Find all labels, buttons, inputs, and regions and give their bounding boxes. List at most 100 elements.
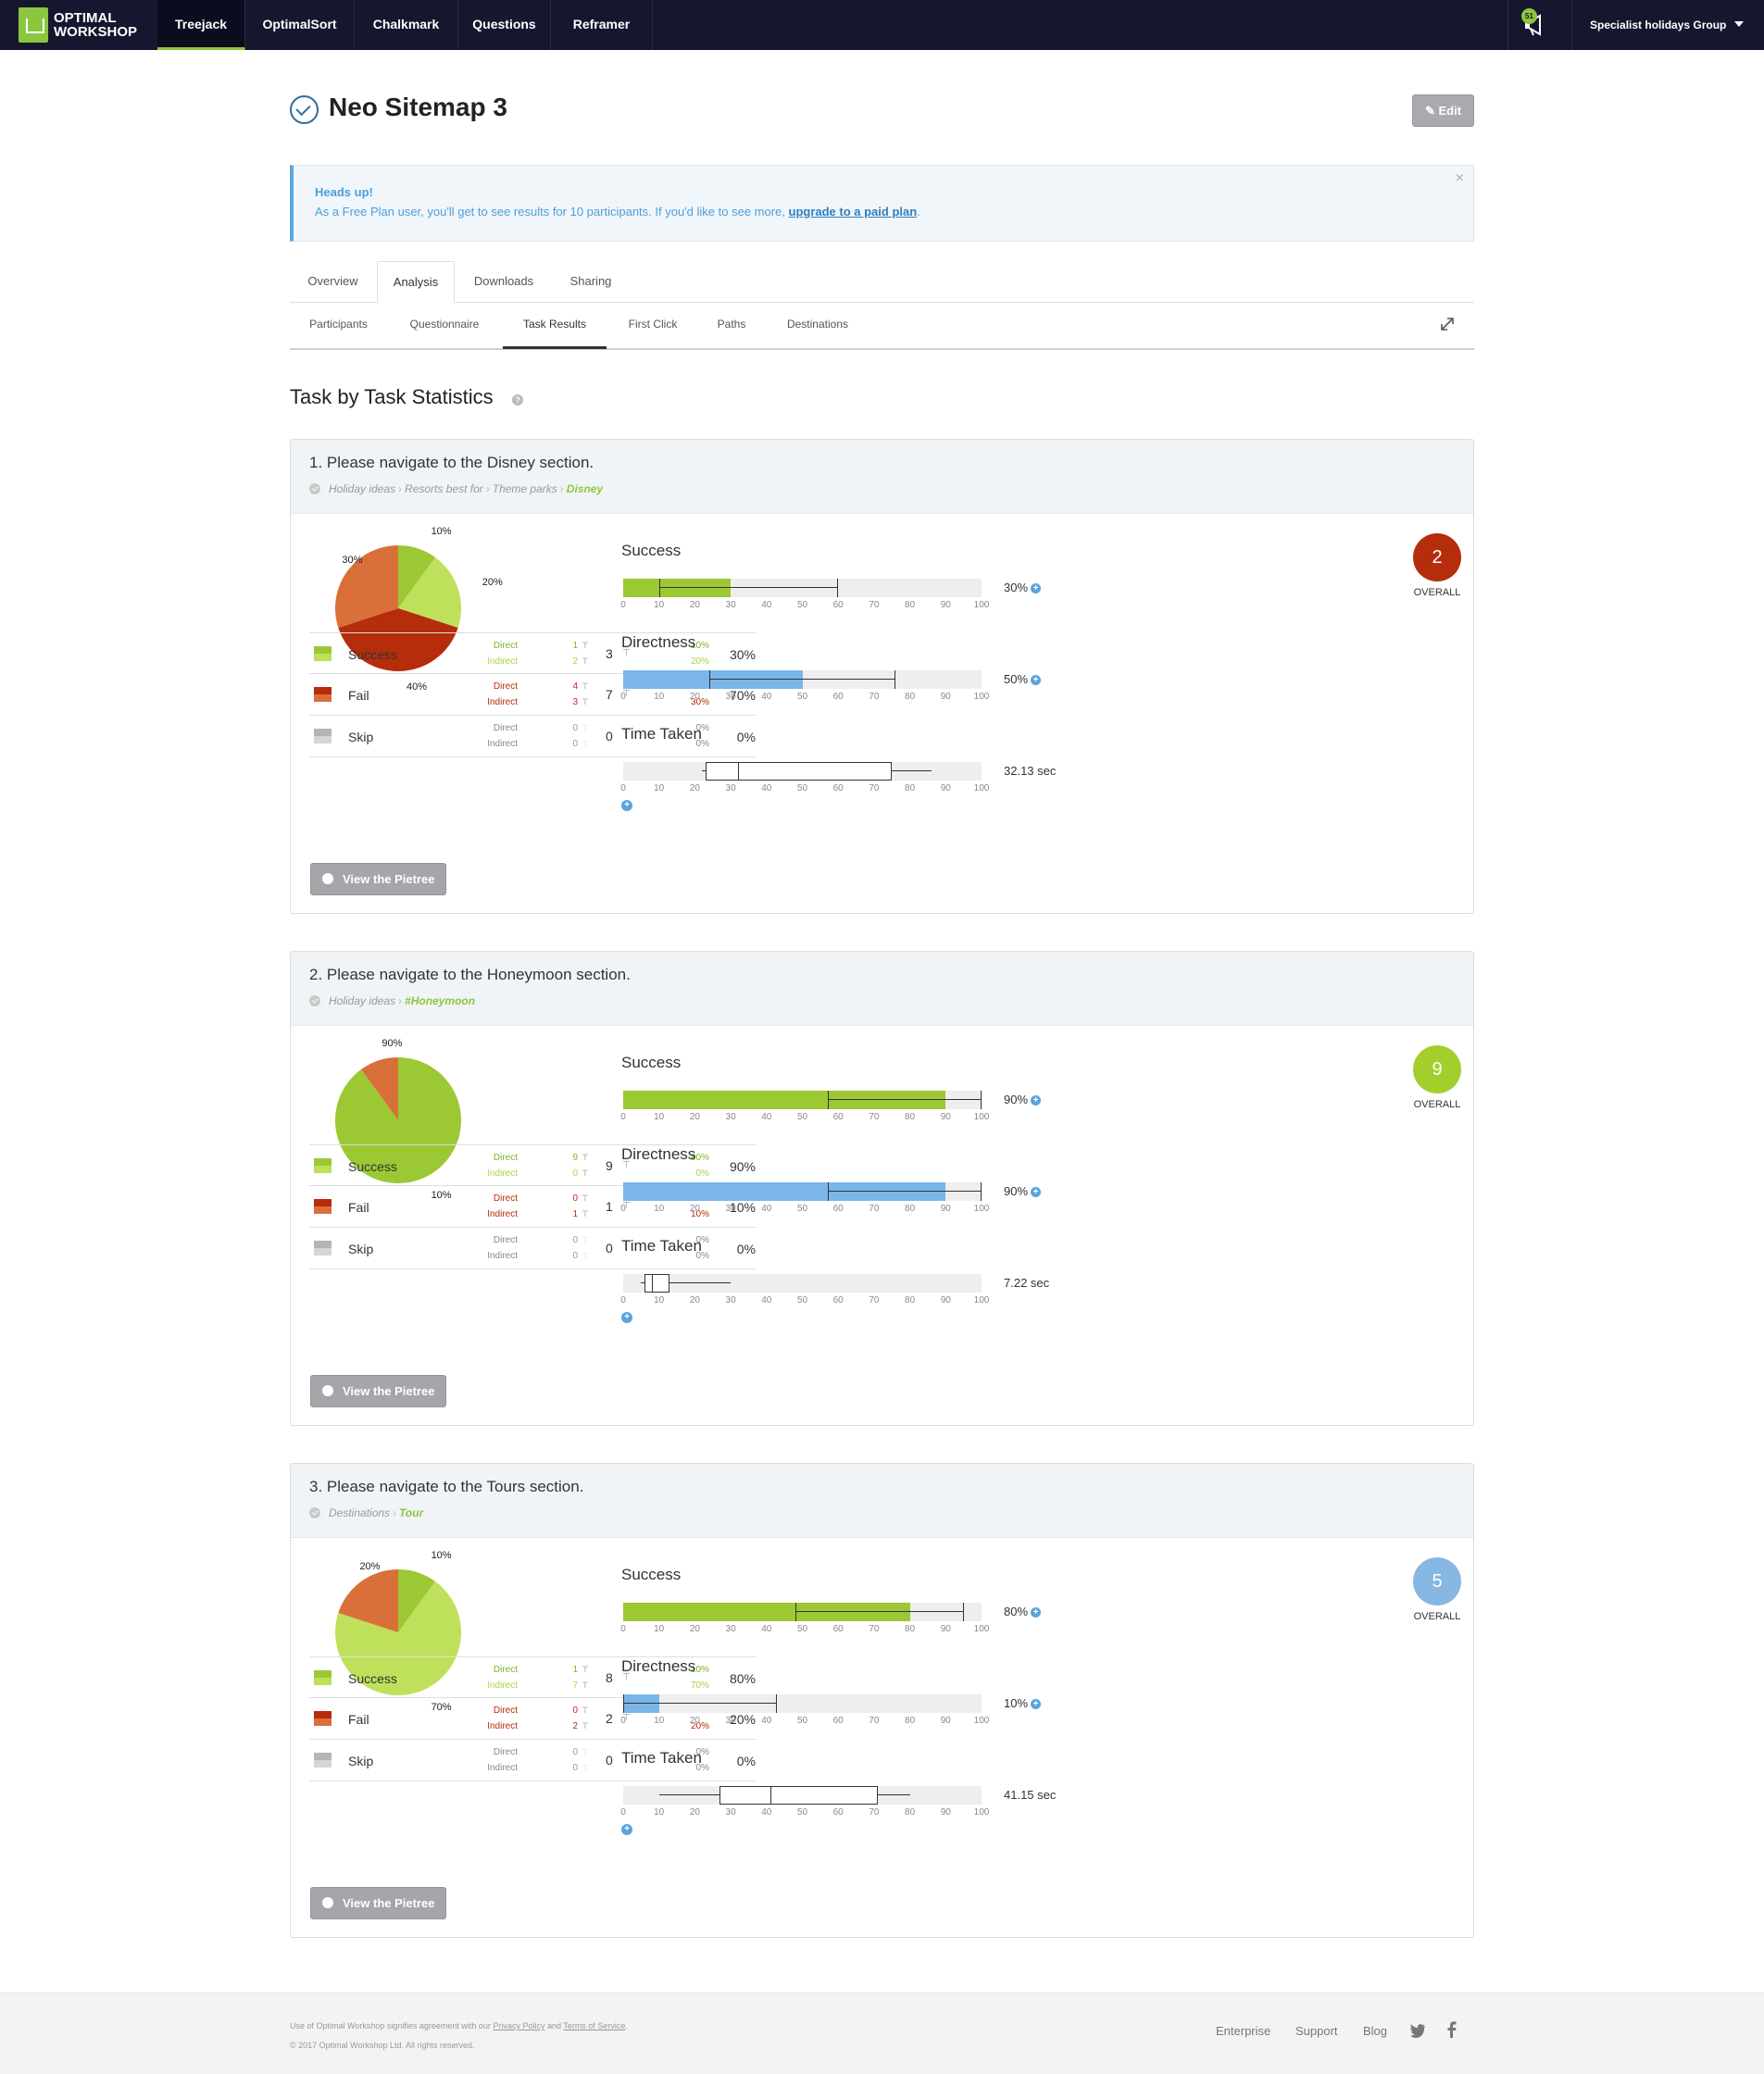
metric-axis-ticks: 0 10 20 30 40 50 60 70 80 90 100 bbox=[620, 1624, 989, 1637]
footer-link-enterprise[interactable]: Enterprise bbox=[1216, 2024, 1271, 2038]
axis-tick-label: 70 bbox=[869, 1716, 880, 1726]
chevron-down-icon[interactable] bbox=[1734, 21, 1744, 27]
axis-tick-label: 80 bbox=[905, 692, 916, 702]
direct-label: Direct bbox=[493, 1705, 518, 1716]
filter-icon[interactable]: ⊤ bbox=[622, 1160, 631, 1170]
filter-icon[interactable]: ⊤ bbox=[582, 1705, 589, 1715]
filter-icon[interactable]: ⊤ bbox=[622, 1713, 631, 1723]
indirect-percent: 20% bbox=[690, 1721, 709, 1731]
upgrade-link[interactable]: upgrade to a paid plan bbox=[788, 205, 918, 219]
tab-overview[interactable]: Overview bbox=[307, 274, 358, 288]
filter-icon[interactable]: ⊤ bbox=[582, 1193, 589, 1203]
subtab-questionnaire[interactable]: Questionnaire bbox=[409, 318, 480, 331]
axis-tick-label: 30 bbox=[725, 1112, 736, 1122]
expand-plus-icon[interactable]: + bbox=[1031, 1187, 1042, 1198]
overall-score-badge: 5 bbox=[1413, 1557, 1461, 1605]
expand-plus-icon[interactable]: + bbox=[1031, 1095, 1042, 1106]
filter-icon[interactable]: ⊤ bbox=[622, 689, 631, 699]
metric-axis-ticks: 0 10 20 30 40 50 60 70 80 90 100 bbox=[620, 783, 989, 796]
expand-plus-icon[interactable]: + bbox=[1031, 583, 1042, 594]
expand-plus-icon[interactable]: + bbox=[621, 800, 632, 811]
filter-icon[interactable]: ⊤ bbox=[622, 648, 631, 658]
tab-analysis[interactable]: Analysis bbox=[377, 261, 455, 303]
subtab-participants[interactable]: Participants bbox=[309, 318, 368, 331]
nav-tab-optimalsort[interactable]: OptimalSort bbox=[245, 0, 355, 50]
axis-tick-label: 60 bbox=[832, 1112, 844, 1122]
filter-icon[interactable]: ⊤ bbox=[582, 739, 589, 748]
stats-row-label: Skip bbox=[348, 730, 374, 744]
terms-of-service-link[interactable]: Terms of Service bbox=[563, 2021, 626, 2030]
axis-tick-label: 70 bbox=[869, 1204, 880, 1214]
twitter-icon[interactable] bbox=[1410, 2024, 1427, 2038]
expand-plus-icon[interactable]: + bbox=[621, 1312, 632, 1323]
help-icon[interactable]: ? bbox=[512, 394, 523, 406]
expand-plus-icon[interactable]: + bbox=[1031, 1607, 1042, 1618]
expand-plus-icon[interactable]: + bbox=[1031, 1699, 1042, 1710]
indirect-percent: 70% bbox=[690, 1680, 709, 1691]
subtab-paths[interactable]: Paths bbox=[717, 318, 746, 331]
indirect-label: Indirect bbox=[487, 697, 518, 707]
nav-tab-questions[interactable]: Questions bbox=[458, 0, 551, 50]
filter-icon[interactable]: ⊤ bbox=[582, 1747, 589, 1756]
filter-icon[interactable]: ⊤ bbox=[582, 1763, 589, 1772]
footer-link-support[interactable]: Support bbox=[1295, 2024, 1338, 2038]
expand-plus-icon[interactable]: + bbox=[1031, 675, 1042, 686]
indirect-count: 2 bbox=[572, 656, 578, 667]
view-pietree-button[interactable]: View the Pietree bbox=[310, 863, 446, 895]
notifications-button[interactable]: 51 bbox=[1508, 0, 1572, 50]
filter-icon[interactable]: ⊤ bbox=[582, 1680, 589, 1690]
expand-icon[interactable] bbox=[1439, 316, 1456, 332]
filter-icon[interactable]: ⊤ bbox=[582, 697, 589, 706]
filter-icon[interactable]: ⊤ bbox=[622, 1672, 631, 1682]
filter-icon[interactable]: ⊤ bbox=[582, 1168, 589, 1178]
optimal-workshop-logo[interactable]: OPTIMAL WORKSHOP bbox=[19, 5, 139, 45]
view-pietree-button[interactable]: View the Pietree bbox=[310, 1375, 446, 1407]
view-pietree-button[interactable]: View the Pietree bbox=[310, 1887, 446, 1919]
filter-icon[interactable]: ⊤ bbox=[582, 1721, 589, 1730]
group-selector[interactable]: Specialist holidays Group bbox=[1590, 19, 1727, 31]
axis-tick-label: 50 bbox=[796, 1295, 808, 1306]
close-icon[interactable]: × bbox=[1455, 170, 1464, 186]
tab-downloads[interactable]: Downloads bbox=[473, 274, 534, 288]
confidence-interval bbox=[658, 579, 839, 597]
tab-sharing[interactable]: Sharing bbox=[569, 274, 612, 288]
filter-icon[interactable]: ⊤ bbox=[582, 681, 589, 691]
filter-icon[interactable]: ⊤ bbox=[582, 1251, 589, 1260]
facebook-icon[interactable] bbox=[1447, 2021, 1457, 2038]
nav-tab-chalkmark[interactable]: Chalkmark bbox=[355, 0, 458, 50]
megaphone-icon bbox=[1525, 14, 1541, 36]
axis-tick-label: 40 bbox=[761, 1204, 772, 1214]
indirect-percent: 0% bbox=[695, 1251, 709, 1261]
filter-icon[interactable]: ⊤ bbox=[622, 1201, 631, 1211]
filter-icon[interactable]: ⊤ bbox=[582, 1235, 589, 1244]
nav-tab-treejack[interactable]: Treejack bbox=[157, 0, 245, 50]
metric-axis-ticks: 0 10 20 30 40 50 60 70 80 90 100 bbox=[620, 1807, 989, 1820]
page-title: Neo Sitemap 3 bbox=[329, 93, 507, 121]
nav-tab-reframer[interactable]: Reframer bbox=[551, 0, 653, 50]
path-separator: › bbox=[485, 482, 490, 495]
expand-plus-icon[interactable]: + bbox=[621, 1824, 632, 1835]
indirect-label: Indirect bbox=[487, 739, 518, 749]
subtab-task-results[interactable]: Task Results bbox=[503, 312, 607, 349]
subtab-first-click[interactable]: First Click bbox=[628, 318, 678, 331]
filter-icon[interactable]: ⊤ bbox=[582, 1209, 589, 1218]
direct-label: Direct bbox=[493, 641, 518, 651]
filter-icon[interactable]: ⊤ bbox=[622, 1755, 631, 1765]
axis-tick-label: 30 bbox=[725, 1204, 736, 1214]
filter-icon[interactable]: ⊤ bbox=[582, 1665, 589, 1674]
filter-icon[interactable]: ⊤ bbox=[622, 731, 631, 741]
axis-tick-label: 10 bbox=[654, 1716, 665, 1726]
edit-button[interactable]: ✎ Edit bbox=[1412, 94, 1474, 127]
axis-tick-label: 100 bbox=[973, 600, 990, 610]
filter-icon[interactable]: ⊤ bbox=[582, 723, 589, 732]
privacy-policy-link[interactable]: Privacy Policy bbox=[493, 2021, 545, 2030]
footer-link-blog[interactable]: Blog bbox=[1363, 2024, 1388, 2038]
filter-icon[interactable]: ⊤ bbox=[582, 1153, 589, 1162]
subtab-destinations[interactable]: Destinations bbox=[786, 318, 849, 331]
filter-icon[interactable]: ⊤ bbox=[622, 1243, 631, 1253]
axis-tick-label: 40 bbox=[761, 1624, 772, 1634]
filter-icon[interactable]: ⊤ bbox=[582, 641, 589, 650]
filter-icon[interactable]: ⊤ bbox=[582, 656, 589, 666]
axis-tick-label: 0 bbox=[620, 692, 626, 702]
task-title: 1. Please navigate to the Disney section… bbox=[309, 454, 594, 471]
